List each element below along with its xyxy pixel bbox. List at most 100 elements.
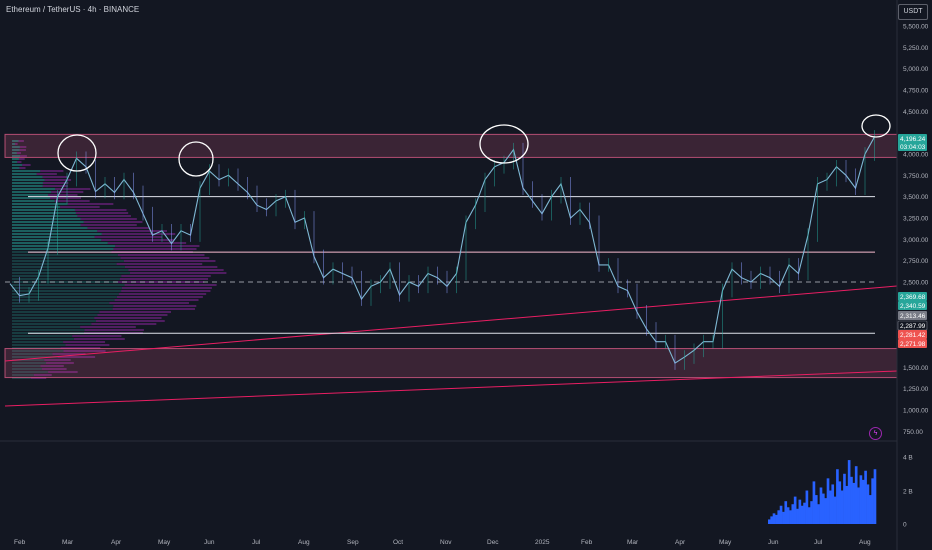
y-tick-label: 3,750.00 xyxy=(903,173,929,180)
volume-profile-bar xyxy=(87,227,149,229)
volume-profile-bar xyxy=(12,233,102,235)
volume-profile-bar xyxy=(75,209,127,211)
x-tick-label: Sep xyxy=(347,539,359,546)
volume-profile-bar xyxy=(50,197,81,199)
volume-bar xyxy=(799,500,802,524)
volume-profile-bar xyxy=(128,269,223,271)
volume-bar xyxy=(864,471,867,524)
x-tick-label: Jul xyxy=(252,539,261,546)
volume-profile-bar xyxy=(19,167,25,169)
volume-profile-bar xyxy=(48,194,77,196)
volume-bar xyxy=(838,481,841,524)
y-tick-label: 3,250.00 xyxy=(903,216,929,223)
volume-bar xyxy=(773,513,776,524)
x-tick-label: May xyxy=(158,539,171,546)
price-tag-label: 2,271.98 xyxy=(900,341,926,348)
volume-bar xyxy=(815,495,818,524)
volume-profile-bar xyxy=(125,266,217,268)
volume-profile-bar xyxy=(60,206,99,208)
volume-profile-bar xyxy=(12,227,87,229)
volume-bar xyxy=(843,474,846,524)
supply-zone xyxy=(5,134,897,157)
volume-profile-bar xyxy=(85,329,144,331)
volume-profile-bar xyxy=(12,218,81,220)
y-tick-label: 2,750.00 xyxy=(903,258,929,265)
volume-profile-bar xyxy=(108,242,186,244)
volume-profile-bar xyxy=(80,326,136,328)
volume-profile-bar xyxy=(81,224,137,226)
volume-profile-bar xyxy=(12,206,60,208)
volume-profile-bar xyxy=(22,164,30,166)
volume-profile-bar xyxy=(12,188,55,190)
volume-profile-bar xyxy=(119,293,206,295)
volume-profile-bar xyxy=(120,278,208,280)
volume-profile-bar xyxy=(12,341,63,343)
volume-bar xyxy=(794,497,797,524)
x-tick-label: Apr xyxy=(111,539,122,546)
x-tick-label: Nov xyxy=(440,539,452,546)
volume-profile-bar xyxy=(109,302,189,304)
volume-profile-bar xyxy=(121,290,210,292)
volume-profile-bar xyxy=(12,269,128,271)
x-tick-label: Apr xyxy=(675,539,686,546)
volume-profile-bar xyxy=(12,305,113,307)
volume-profile-bar xyxy=(12,326,80,328)
y-tick-label: 1,500.00 xyxy=(903,365,929,372)
volume-profile-bar xyxy=(72,335,121,337)
volume-profile-bar xyxy=(68,203,114,205)
volume-profile-bar xyxy=(12,314,98,316)
volume-profile-bar xyxy=(12,287,122,289)
volume-profile-bar xyxy=(12,161,17,163)
volume-profile-bar xyxy=(12,200,55,202)
y-tick-label: 3,500.00 xyxy=(903,194,929,201)
volume-profile-bar xyxy=(113,248,196,250)
annotation-circle xyxy=(862,115,890,137)
y-tick-label: 1,000.00 xyxy=(903,408,929,415)
volume-profile-bar xyxy=(96,320,165,322)
volume-profile-bar xyxy=(98,314,168,316)
x-tick-label: Feb xyxy=(14,539,26,546)
price-tag-countdown: 03:04:03 xyxy=(900,144,926,151)
volume-profile-bar xyxy=(12,344,66,346)
volume-profile-bar xyxy=(12,224,81,226)
volume-bar xyxy=(803,503,806,524)
volume-bar xyxy=(780,506,783,524)
volume-profile-bar xyxy=(12,275,121,277)
volume-profile-bar xyxy=(12,257,121,259)
volume-profile-bar xyxy=(12,176,42,178)
y-tick-label: 5,500.00 xyxy=(903,24,929,31)
volume-profile-bar xyxy=(12,248,113,250)
volume-profile-bar xyxy=(12,239,101,241)
volume-profile-bar xyxy=(12,317,94,319)
volume-profile-bar xyxy=(63,341,105,343)
volume-profile-bar xyxy=(12,278,120,280)
volume-profile-bar xyxy=(94,317,161,319)
volume-bar xyxy=(789,510,792,524)
y-tick-label: 2,500.00 xyxy=(903,280,929,287)
volume-profile-bar xyxy=(121,275,210,277)
volume-profile-bar xyxy=(12,179,44,181)
volume-profile-bar xyxy=(76,212,128,214)
volume-bar xyxy=(871,478,874,524)
volume-profile-bar xyxy=(37,173,57,175)
volume-profile-bar xyxy=(99,311,171,313)
volume-bar xyxy=(770,516,773,524)
volume-profile-bar xyxy=(12,335,72,337)
supply-zone xyxy=(5,349,897,378)
volume-profile-bar xyxy=(113,305,196,307)
volume-bar xyxy=(791,504,794,524)
volume-profile-bar xyxy=(115,245,199,247)
volume-profile-bar xyxy=(12,284,125,286)
x-tick-label: Oct xyxy=(393,539,403,546)
volume-bar xyxy=(850,477,853,524)
volume-axis-label: 2 B xyxy=(903,489,913,496)
volume-profile-bar xyxy=(12,311,99,313)
volume-profile-bar xyxy=(12,182,43,184)
volume-profile-bar xyxy=(12,236,95,238)
y-tick-label: 4,750.00 xyxy=(903,88,929,95)
volume-profile-bar xyxy=(12,212,76,214)
volume-profile-bar xyxy=(12,323,91,325)
x-tick-label: Jul xyxy=(814,539,823,546)
volume-profile-bar xyxy=(97,230,167,232)
